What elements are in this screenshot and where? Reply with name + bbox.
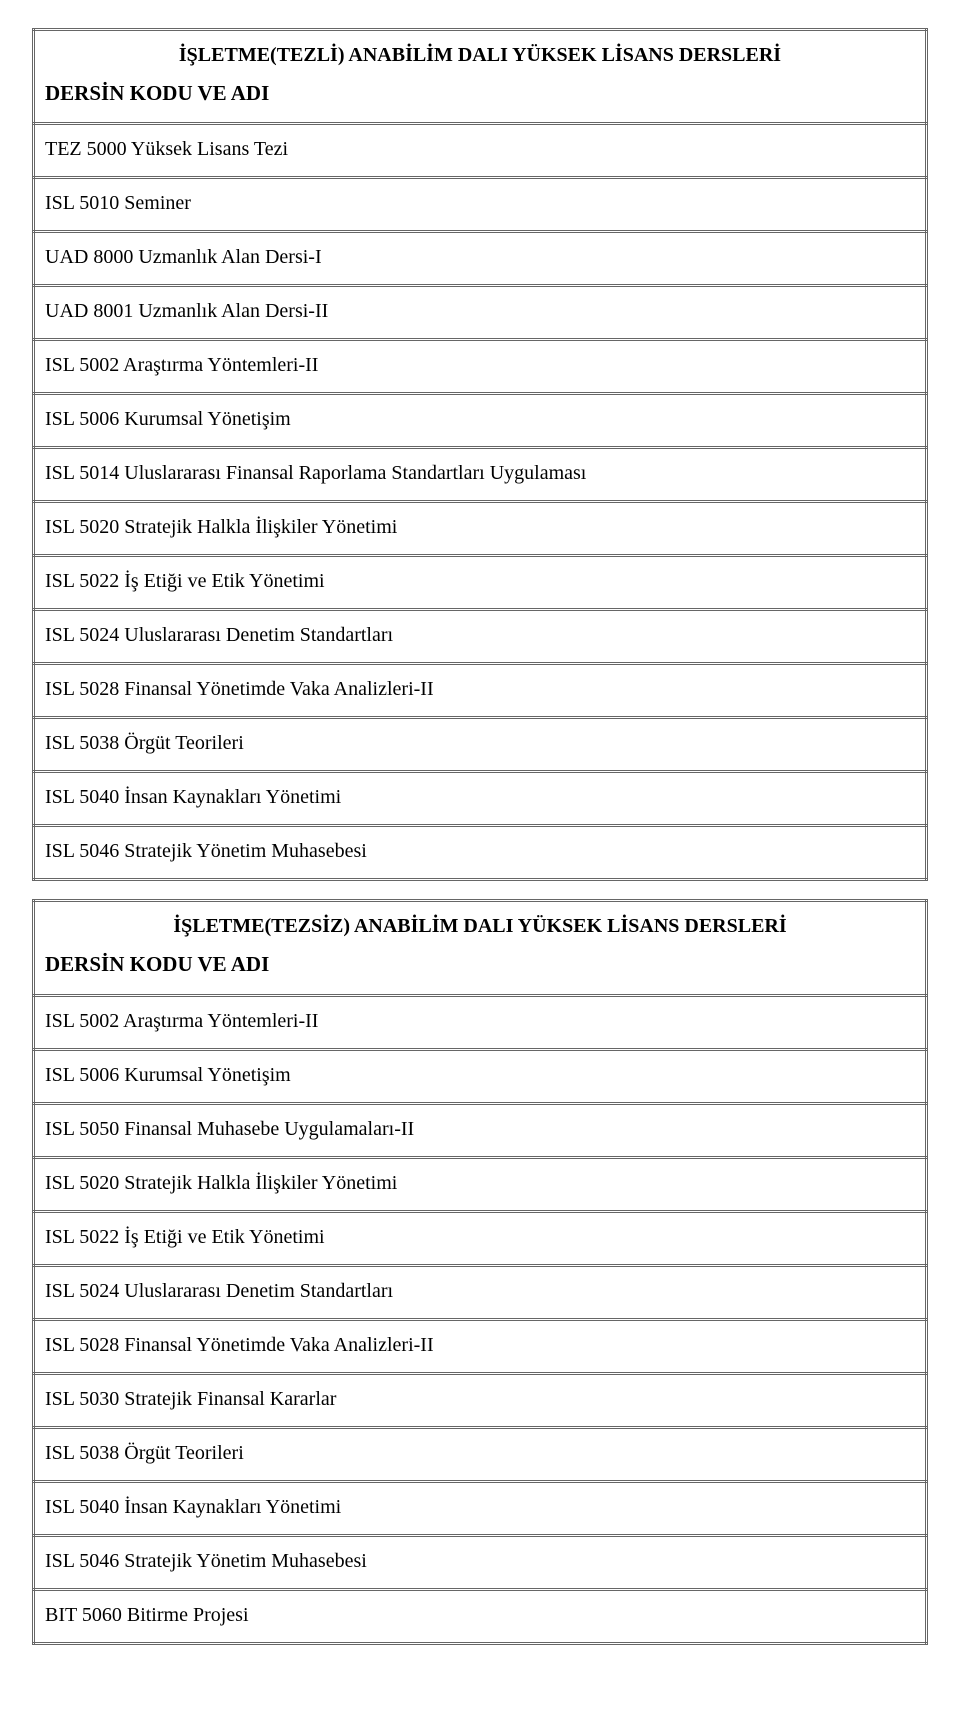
course-cell: ISL 5022 İş Etiği ve Etik Yönetimi xyxy=(34,1211,927,1265)
table-row: ISL 5024 Uluslararası Denetim Standartla… xyxy=(34,1265,927,1319)
course-cell: ISL 5028 Finansal Yönetimde Vaka Analizl… xyxy=(34,664,927,718)
section-title: İŞLETME(TEZSİZ) ANABİLİM DALI YÜKSEK LİS… xyxy=(34,901,927,948)
course-cell: ISL 5014 Uluslararası Finansal Raporlama… xyxy=(34,448,927,502)
table-row: ISL 5022 İş Etiği ve Etik Yönetimi xyxy=(34,1211,927,1265)
course-cell: ISL 5020 Stratejik Halkla İlişkiler Yöne… xyxy=(34,1157,927,1211)
table-row: ISL 5006 Kurumsal Yönetişim xyxy=(34,394,927,448)
table-row: ISL 5028 Finansal Yönetimde Vaka Analizl… xyxy=(34,664,927,718)
table-row: ISL 5002 Araştırma Yöntemleri-II xyxy=(34,995,927,1049)
course-cell: ISL 5038 Örgüt Teorileri xyxy=(34,718,927,772)
course-cell: ISL 5046 Stratejik Yönetim Muhasebesi xyxy=(34,826,927,880)
table-row: ISL 5050 Finansal Muhasebe Uygulamaları-… xyxy=(34,1103,927,1157)
table-row: ISL 5040 İnsan Kaynakları Yönetimi xyxy=(34,1481,927,1535)
sub-header-row: DERSİN KODU VE ADI xyxy=(34,947,927,995)
course-table-tezli: İŞLETME(TEZLİ) ANABİLİM DALI YÜKSEK LİSA… xyxy=(32,28,928,881)
course-cell: TEZ 5000 Yüksek Lisans Tezi xyxy=(34,124,927,178)
document-page: İŞLETME(TEZLİ) ANABİLİM DALI YÜKSEK LİSA… xyxy=(0,0,960,1723)
table-row: TEZ 5000 Yüksek Lisans Tezi xyxy=(34,124,927,178)
table-row: BIT 5060 Bitirme Projesi xyxy=(34,1589,927,1643)
table-row: ISL 5038 Örgüt Teorileri xyxy=(34,1427,927,1481)
course-cell: ISL 5024 Uluslararası Denetim Standartla… xyxy=(34,610,927,664)
course-cell: ISL 5046 Stratejik Yönetim Muhasebesi xyxy=(34,1535,927,1589)
section-title-row: İŞLETME(TEZSİZ) ANABİLİM DALI YÜKSEK LİS… xyxy=(34,901,927,948)
course-cell: UAD 8000 Uzmanlık Alan Dersi-I xyxy=(34,232,927,286)
course-cell: ISL 5010 Seminer xyxy=(34,178,927,232)
column-header: DERSİN KODU VE ADI xyxy=(34,947,927,995)
table-row: ISL 5040 İnsan Kaynakları Yönetimi xyxy=(34,772,927,826)
table-row: ISL 5030 Stratejik Finansal Kararlar xyxy=(34,1373,927,1427)
table-row: ISL 5014 Uluslararası Finansal Raporlama… xyxy=(34,448,927,502)
course-cell: ISL 5022 İş Etiği ve Etik Yönetimi xyxy=(34,556,927,610)
course-table-tezsiz: İŞLETME(TEZSİZ) ANABİLİM DALI YÜKSEK LİS… xyxy=(32,899,928,1644)
course-cell: ISL 5024 Uluslararası Denetim Standartla… xyxy=(34,1265,927,1319)
course-cell: ISL 5040 İnsan Kaynakları Yönetimi xyxy=(34,772,927,826)
course-cell: BIT 5060 Bitirme Projesi xyxy=(34,1589,927,1643)
course-cell: ISL 5002 Araştırma Yöntemleri-II xyxy=(34,340,927,394)
table-row: ISL 5020 Stratejik Halkla İlişkiler Yöne… xyxy=(34,1157,927,1211)
table-row: ISL 5038 Örgüt Teorileri xyxy=(34,718,927,772)
course-cell: ISL 5006 Kurumsal Yönetişim xyxy=(34,1049,927,1103)
course-cell: ISL 5050 Finansal Muhasebe Uygulamaları-… xyxy=(34,1103,927,1157)
section-title-row: İŞLETME(TEZLİ) ANABİLİM DALI YÜKSEK LİSA… xyxy=(34,30,927,77)
table-row: ISL 5028 Finansal Yönetimde Vaka Analizl… xyxy=(34,1319,927,1373)
table-row: ISL 5046 Stratejik Yönetim Muhasebesi xyxy=(34,826,927,880)
table-row: ISL 5006 Kurumsal Yönetişim xyxy=(34,1049,927,1103)
course-cell: ISL 5002 Araştırma Yöntemleri-II xyxy=(34,995,927,1049)
course-cell: ISL 5028 Finansal Yönetimde Vaka Analizl… xyxy=(34,1319,927,1373)
course-cell: ISL 5006 Kurumsal Yönetişim xyxy=(34,394,927,448)
table-row: UAD 8000 Uzmanlık Alan Dersi-I xyxy=(34,232,927,286)
table-row: ISL 5024 Uluslararası Denetim Standartla… xyxy=(34,610,927,664)
table-row: ISL 5046 Stratejik Yönetim Muhasebesi xyxy=(34,1535,927,1589)
section-title: İŞLETME(TEZLİ) ANABİLİM DALI YÜKSEK LİSA… xyxy=(34,30,927,77)
table-row: ISL 5022 İş Etiği ve Etik Yönetimi xyxy=(34,556,927,610)
sub-header-row: DERSİN KODU VE ADI xyxy=(34,76,927,124)
course-cell: ISL 5030 Stratejik Finansal Kararlar xyxy=(34,1373,927,1427)
course-cell: UAD 8001 Uzmanlık Alan Dersi-II xyxy=(34,286,927,340)
table-row: ISL 5002 Araştırma Yöntemleri-II xyxy=(34,340,927,394)
course-cell: ISL 5020 Stratejik Halkla İlişkiler Yöne… xyxy=(34,502,927,556)
table-row: ISL 5010 Seminer xyxy=(34,178,927,232)
course-cell: ISL 5038 Örgüt Teorileri xyxy=(34,1427,927,1481)
table-row: ISL 5020 Stratejik Halkla İlişkiler Yöne… xyxy=(34,502,927,556)
table-row: UAD 8001 Uzmanlık Alan Dersi-II xyxy=(34,286,927,340)
column-header: DERSİN KODU VE ADI xyxy=(34,76,927,124)
course-cell: ISL 5040 İnsan Kaynakları Yönetimi xyxy=(34,1481,927,1535)
